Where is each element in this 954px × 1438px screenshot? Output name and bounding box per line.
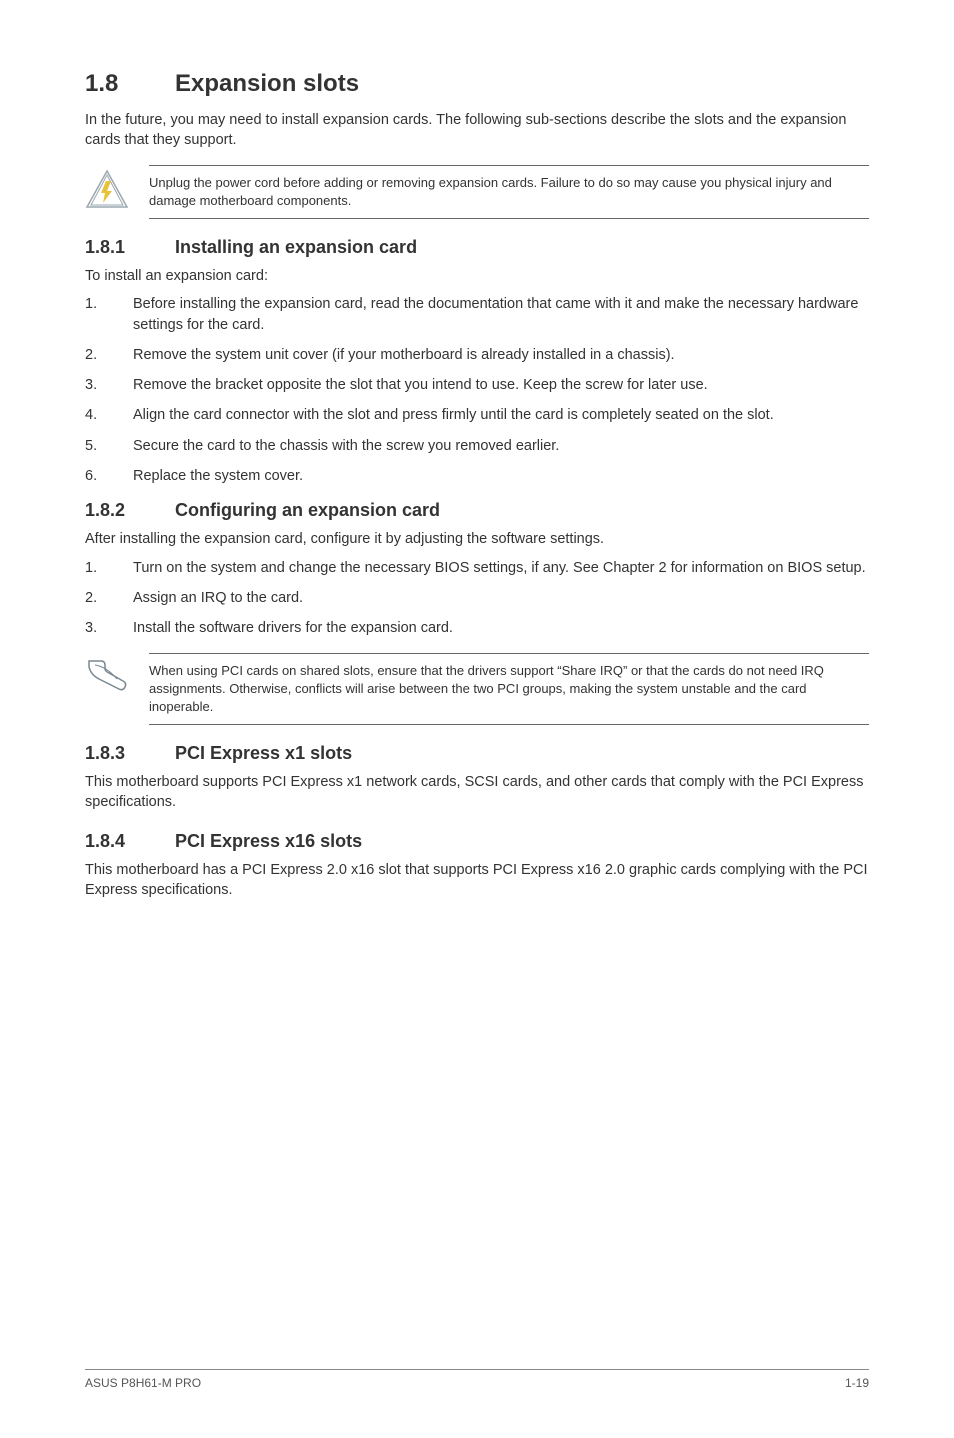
subsection-heading-184: 1.8.4PCI Express x16 slots (85, 831, 869, 852)
section-intro: In the future, you may need to install e… (85, 110, 869, 151)
step-number: 3. (85, 375, 133, 395)
section-heading: 1.8Expansion slots (85, 70, 869, 98)
subsection-number: 1.8.3 (85, 743, 175, 764)
subsection-title: Installing an expansion card (175, 237, 417, 257)
info-note: When using PCI cards on shared slots, en… (85, 653, 869, 726)
step-number: 5. (85, 436, 133, 456)
subsection-title: PCI Express x16 slots (175, 831, 362, 851)
step-number: 1. (85, 558, 133, 578)
subsection-heading-183: 1.8.3PCI Express x1 slots (85, 743, 869, 764)
subsection-number: 1.8.4 (85, 831, 175, 852)
list-item: 1.Before installing the expansion card, … (85, 294, 869, 335)
note-text: When using PCI cards on shared slots, en… (149, 653, 869, 726)
list-item: 6.Replace the system cover. (85, 466, 869, 486)
list-item: 2.Assign an IRQ to the card. (85, 588, 869, 608)
step-number: 2. (85, 588, 133, 608)
subsection-intro: After installing the expansion card, con… (85, 529, 869, 549)
step-text: Align the card connector with the slot a… (133, 405, 869, 425)
subsection-heading-182: 1.8.2Configuring an expansion card (85, 500, 869, 521)
list-item: 1.Turn on the system and change the nece… (85, 558, 869, 578)
warning-text: Unplug the power cord before adding or r… (149, 165, 869, 219)
list-item: 2.Remove the system unit cover (if your … (85, 345, 869, 365)
step-number: 6. (85, 466, 133, 486)
subsection-number: 1.8.2 (85, 500, 175, 521)
list-item: 5.Secure the card to the chassis with th… (85, 436, 869, 456)
section-title: Expansion slots (175, 70, 359, 97)
subsection-title: Configuring an expansion card (175, 500, 440, 520)
step-number: 3. (85, 618, 133, 638)
footer-left: ASUS P8H61-M PRO (85, 1376, 201, 1390)
list-item: 3.Install the software drivers for the e… (85, 618, 869, 638)
subsection-number: 1.8.1 (85, 237, 175, 258)
section-number: 1.8 (85, 70, 175, 98)
footer-right: 1-19 (845, 1376, 869, 1390)
step-text: Remove the bracket opposite the slot tha… (133, 375, 869, 395)
subsection-body: This motherboard has a PCI Express 2.0 x… (85, 860, 869, 901)
step-text: Turn on the system and change the necess… (133, 558, 869, 578)
note-icon (85, 653, 135, 698)
subsection-body: This motherboard supports PCI Express x1… (85, 772, 869, 813)
list-item: 3.Remove the bracket opposite the slot t… (85, 375, 869, 395)
step-number: 2. (85, 345, 133, 365)
subsection-intro: To install an expansion card: (85, 266, 869, 286)
step-text: Before installing the expansion card, re… (133, 294, 869, 335)
step-text: Install the software drivers for the exp… (133, 618, 869, 638)
install-steps-list: 1.Before installing the expansion card, … (85, 294, 869, 486)
warning-note: Unplug the power cord before adding or r… (85, 165, 869, 219)
configure-steps-list: 1.Turn on the system and change the nece… (85, 558, 869, 639)
step-number: 1. (85, 294, 133, 335)
page-footer: ASUS P8H61-M PRO 1-19 (85, 1369, 869, 1390)
list-item: 4.Align the card connector with the slot… (85, 405, 869, 425)
subsection-title: PCI Express x1 slots (175, 743, 352, 763)
warning-icon (85, 165, 135, 214)
step-text: Remove the system unit cover (if your mo… (133, 345, 869, 365)
step-text: Assign an IRQ to the card. (133, 588, 869, 608)
step-text: Replace the system cover. (133, 466, 869, 486)
step-number: 4. (85, 405, 133, 425)
step-text: Secure the card to the chassis with the … (133, 436, 869, 456)
subsection-heading-181: 1.8.1Installing an expansion card (85, 237, 869, 258)
